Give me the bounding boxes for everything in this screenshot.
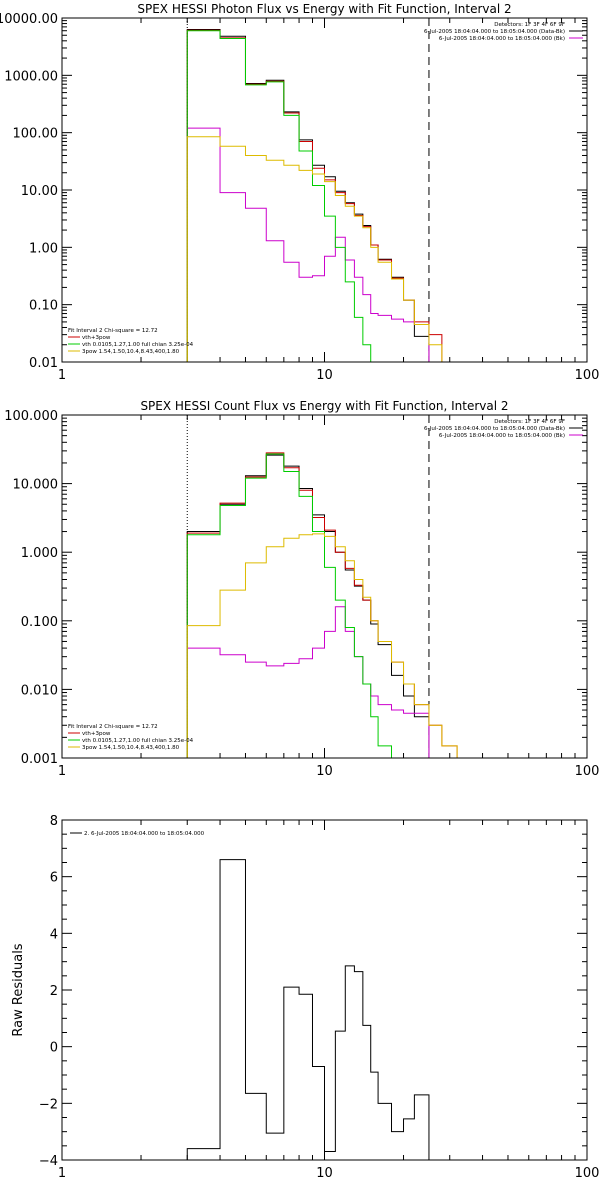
info-line: 6-Jul-2005 18:04:04.000 to 18:05:04.000 … <box>439 433 565 439</box>
y-tick-label: 1.00 <box>29 241 58 256</box>
series-data-bk-histogram <box>186 29 430 362</box>
x-tick-label: 1 <box>58 764 66 779</box>
legend-entry: vth 0.0105,1.27,1.00 full chian 3.25e-04 <box>82 738 194 744</box>
y-tick-label: 1000.00 <box>4 69 58 84</box>
y-tick-label: 2 <box>50 984 58 999</box>
y-axis-label: Raw Residuals <box>11 943 26 1036</box>
x-tick-label: 1 <box>58 368 66 383</box>
y-tick-label: −4 <box>39 1154 58 1169</box>
series-vth-histogram <box>186 30 372 362</box>
legend-entry: vth+3pow <box>82 335 111 341</box>
series-3pow-histogram <box>186 533 458 758</box>
info-line: 6-Jul-2005 18:04:04.000 to 18:05:04.000 … <box>424 29 565 35</box>
x-tick-label: 100 <box>575 764 600 779</box>
y-tick-label: 0.010 <box>21 683 58 698</box>
info-line: 6-Jul-2005 18:04:04.000 to 18:05:04.000 … <box>424 426 565 432</box>
y-tick-label: 0 <box>50 1041 58 1056</box>
info-line: 6-Jul-2005 18:04:04.000 to 18:05:04.000 … <box>439 36 565 42</box>
legend-header: Fit Interval 2 Chi-square = 12.72 <box>68 724 158 730</box>
series-vth-3pow-histogram <box>186 29 458 362</box>
series-data-bk-histogram <box>186 454 430 758</box>
y-tick-label: 0.100 <box>21 615 58 630</box>
y-tick-label: 100.000 <box>4 409 58 424</box>
plot-frame <box>61 17 588 363</box>
info-line: Detectors: 1F 3F 4F 6F 9F <box>494 419 565 425</box>
y-tick-label: 8 <box>50 814 58 829</box>
chart-title: SPEX HESSI Count Flux vs Energy with Fit… <box>140 399 508 413</box>
legend-entry: 2. 6-Jul-2005 18:04:04.000 to 18:05:04.0… <box>84 831 205 837</box>
legend-header: Fit Interval 2 Chi-square = 12.72 <box>68 328 158 334</box>
info-line: Detectors: 1F 3F 4F 6F 9F <box>494 22 565 28</box>
y-tick-label: 10.000 <box>13 478 59 493</box>
legend-entry: vth+3pow <box>82 731 111 737</box>
y-tick-label: 10.00 <box>21 184 58 199</box>
residuals-chart: 1 10 100 −4 −2 0 2 4 6 8 Raw Residuals 2. 6-Jul-200… <box>11 814 599 1181</box>
series-vth-histogram <box>186 453 393 758</box>
y-tick-label: 4 <box>50 927 58 942</box>
series-bk-histogram <box>186 127 430 362</box>
x-tick-label: 100 <box>575 1166 600 1181</box>
plot-area <box>186 859 430 1160</box>
plot-area <box>186 415 458 758</box>
plot-frame <box>61 819 588 1161</box>
residual-series-histogram <box>186 859 430 1160</box>
series-vth-3pow-histogram <box>186 452 458 758</box>
plot-frame <box>61 414 588 759</box>
y-tick-label: 100.00 <box>13 127 59 142</box>
y-tick-label: 6 <box>50 871 58 886</box>
y-tick-label: 0.01 <box>29 356 58 371</box>
y-tick-label: 1.000 <box>21 546 58 561</box>
series-3pow-histogram <box>186 136 458 362</box>
x-tick-label: 1 <box>58 1166 66 1181</box>
legend-entry: 3pow 1.54,1.50,10.4,8.43,400,1.80 <box>82 745 180 751</box>
x-tick-label: 10 <box>316 764 333 779</box>
x-tick-label: 10 <box>316 1166 333 1181</box>
y-tick-label: 0.001 <box>21 752 58 767</box>
legend-entry: 3pow 1.54,1.50,10.4,8.43,400,1.80 <box>82 349 180 355</box>
plot-area <box>186 18 458 362</box>
legend-entry: vth 0.0105,1.27,1.00 full chian 3.25e-04 <box>82 342 194 348</box>
x-tick-label: 100 <box>575 368 600 383</box>
y-tick-label: 10000.00 <box>0 12 58 27</box>
series-bk-histogram <box>186 606 430 758</box>
y-tick-label: −2 <box>39 1097 58 1112</box>
photon-flux-chart: SPEX HESSI Photon Flux vs Energy with Fi… <box>0 2 599 383</box>
x-tick-label: 10 <box>316 368 333 383</box>
chart-title: SPEX HESSI Photon Flux vs Energy with Fi… <box>137 2 511 16</box>
y-tick-label: 0.10 <box>29 299 58 314</box>
count-flux-chart: SPEX HESSI Count Flux vs Energy with Fit… <box>4 399 599 779</box>
